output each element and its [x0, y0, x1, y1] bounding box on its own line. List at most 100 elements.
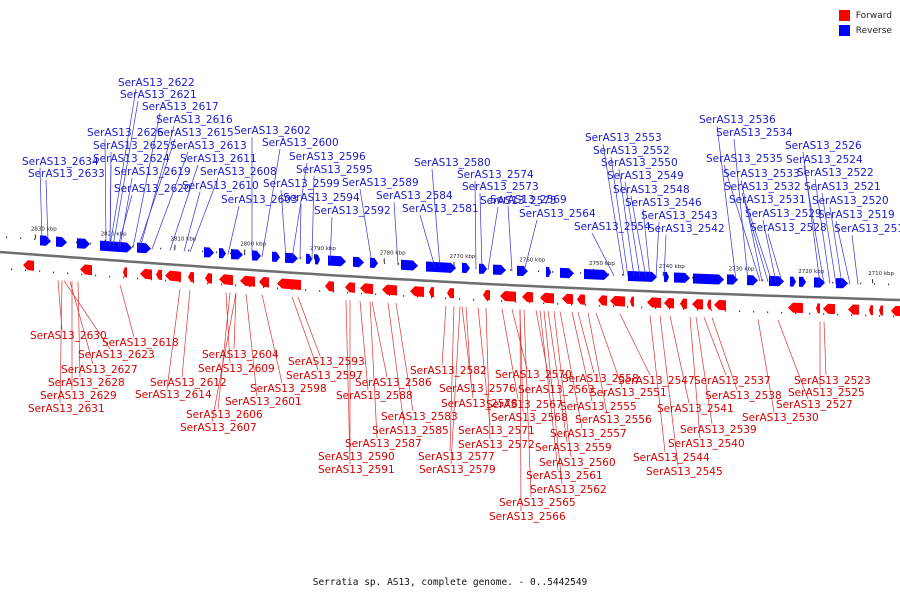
forward-gene-label: SerAS13_2525 — [788, 387, 865, 399]
tick-label: 2780 kbp — [380, 250, 406, 256]
reverse-leader-line — [189, 177, 219, 252]
reverse-gene-label: SerAS13_2610 — [182, 180, 259, 192]
forward-leader-line — [395, 302, 414, 412]
reverse-gene-arrow — [204, 247, 214, 258]
minor-tick — [697, 308, 699, 311]
forward-gene-label: SerAS13_2537 — [694, 375, 771, 387]
major-tick — [34, 234, 36, 239]
reverse-leader-line — [474, 180, 477, 270]
reverse-gene-label: SerAS13_2533 — [723, 168, 800, 180]
forward-gene-arrow — [219, 274, 233, 286]
forward-leader-line — [359, 300, 369, 391]
reverse-leader-line — [280, 189, 287, 259]
reverse-gene-label: SerAS13_2564 — [519, 208, 596, 220]
minor-tick — [20, 237, 22, 240]
reverse-gene-arrow — [560, 267, 574, 279]
minor-tick — [622, 274, 624, 276]
forward-gene-arrow — [869, 305, 873, 316]
minor-tick — [109, 275, 111, 278]
reverse-gene-arrow — [285, 252, 298, 264]
reverse-leader-line — [137, 138, 176, 249]
legend-reverse: Reverse — [838, 23, 892, 38]
forward-gene-arrow — [692, 299, 703, 310]
forward-gene-label: SerAS13_2585 — [372, 425, 449, 437]
minor-tick — [767, 311, 769, 313]
forward-gene-label: SerAS13_2609 — [198, 363, 275, 375]
reverse-leader-line — [642, 208, 651, 278]
forward-gene-arrow — [123, 267, 127, 278]
forward-gene-label: SerAS13_2556 — [575, 414, 652, 426]
minor-tick — [879, 315, 881, 317]
minor-tick — [319, 290, 321, 292]
minor-tick — [361, 292, 363, 295]
forward-gene-arrow — [188, 271, 194, 283]
forward-leader-line — [571, 311, 593, 402]
forward-leader-line — [465, 306, 472, 384]
reverse-leader-line — [814, 178, 831, 284]
forward-gene-label: SerAS13_2566 — [489, 511, 566, 523]
minor-tick — [725, 309, 727, 312]
forward-gene-arrow — [540, 292, 554, 304]
reverse-gene-label: SerAS13_2548 — [613, 184, 690, 196]
forward-gene-label: SerAS13_2523 — [794, 375, 871, 387]
forward-gene-arrow — [23, 260, 34, 271]
reverse-gene-label: SerAS13_2600 — [262, 137, 339, 149]
forward-gene-arrow — [240, 275, 255, 287]
minor-tick — [580, 272, 582, 274]
reverse-leader-line — [821, 192, 837, 284]
major-tick — [244, 249, 246, 254]
minor-tick — [202, 250, 204, 253]
genome-backbone — [0, 250, 900, 302]
reverse-gene-label: SerAS13_2521 — [804, 181, 881, 193]
forward-gene-arrow — [382, 284, 397, 296]
reverse-gene-arrow — [546, 266, 551, 277]
reverse-gene-label: SerAS13_2575 — [480, 195, 557, 207]
reverse-leader-line — [663, 234, 667, 278]
minor-tick — [174, 248, 176, 251]
minor-tick — [235, 284, 237, 287]
reverse-gene-arrow — [814, 277, 825, 288]
minor-tick — [431, 296, 433, 299]
minor-tick — [543, 302, 545, 304]
forward-gene-label: SerAS13_2629 — [40, 390, 117, 402]
forward-gene-label: SerAS13_2590 — [318, 451, 395, 463]
forward-leader-line — [689, 316, 701, 439]
reverse-leader-line — [655, 221, 660, 278]
minor-tick — [627, 306, 629, 308]
forward-gene-label: SerAS13_2572 — [458, 439, 535, 451]
forward-leader-line — [501, 308, 519, 400]
forward-leader-line — [59, 280, 63, 404]
reverse-leader-line — [741, 192, 769, 282]
forward-leader-line — [77, 281, 81, 378]
forward-leader-line — [711, 317, 738, 391]
reverse-gene-label: SerAS13_2581 — [402, 203, 479, 215]
forward-gene-label: SerAS13_2628 — [48, 377, 125, 389]
minor-tick — [445, 297, 447, 300]
minor-tick — [501, 300, 503, 302]
reverse-gene-arrow — [40, 235, 51, 246]
reverse-leader-line — [835, 220, 851, 285]
reverse-leader-line — [104, 138, 107, 246]
reverse-gene-label: SerAS13_2596 — [289, 151, 366, 163]
minor-tick — [221, 283, 223, 286]
minor-tick — [865, 314, 867, 317]
forward-leader-line — [485, 307, 491, 440]
reverse-leader-line — [740, 179, 763, 282]
major-tick — [383, 258, 385, 263]
forward-gene-label: SerAS13_2570 — [495, 369, 572, 381]
minor-tick — [641, 306, 643, 309]
forward-gene-arrow — [522, 291, 533, 303]
reverse-gene-label: SerAS13_2592 — [314, 205, 391, 217]
reverse-gene-label: SerAS13_2534 — [716, 127, 793, 139]
forward-leader-line — [669, 315, 690, 404]
reverse-leader-line — [746, 205, 773, 282]
forward-gene-label: SerAS13_2587 — [345, 438, 422, 450]
reverse-gene-label: SerAS13_2634 — [22, 156, 99, 168]
minor-tick — [459, 298, 461, 300]
reverse-leader-line — [393, 201, 399, 266]
reverse-leader-line — [716, 125, 737, 281]
reverse-gene-label: SerAS13_2550 — [601, 157, 678, 169]
reverse-gene-label: SerAS13_2519 — [818, 209, 895, 221]
forward-gene-label: SerAS13_2559 — [535, 442, 612, 454]
minor-tick — [557, 303, 559, 305]
